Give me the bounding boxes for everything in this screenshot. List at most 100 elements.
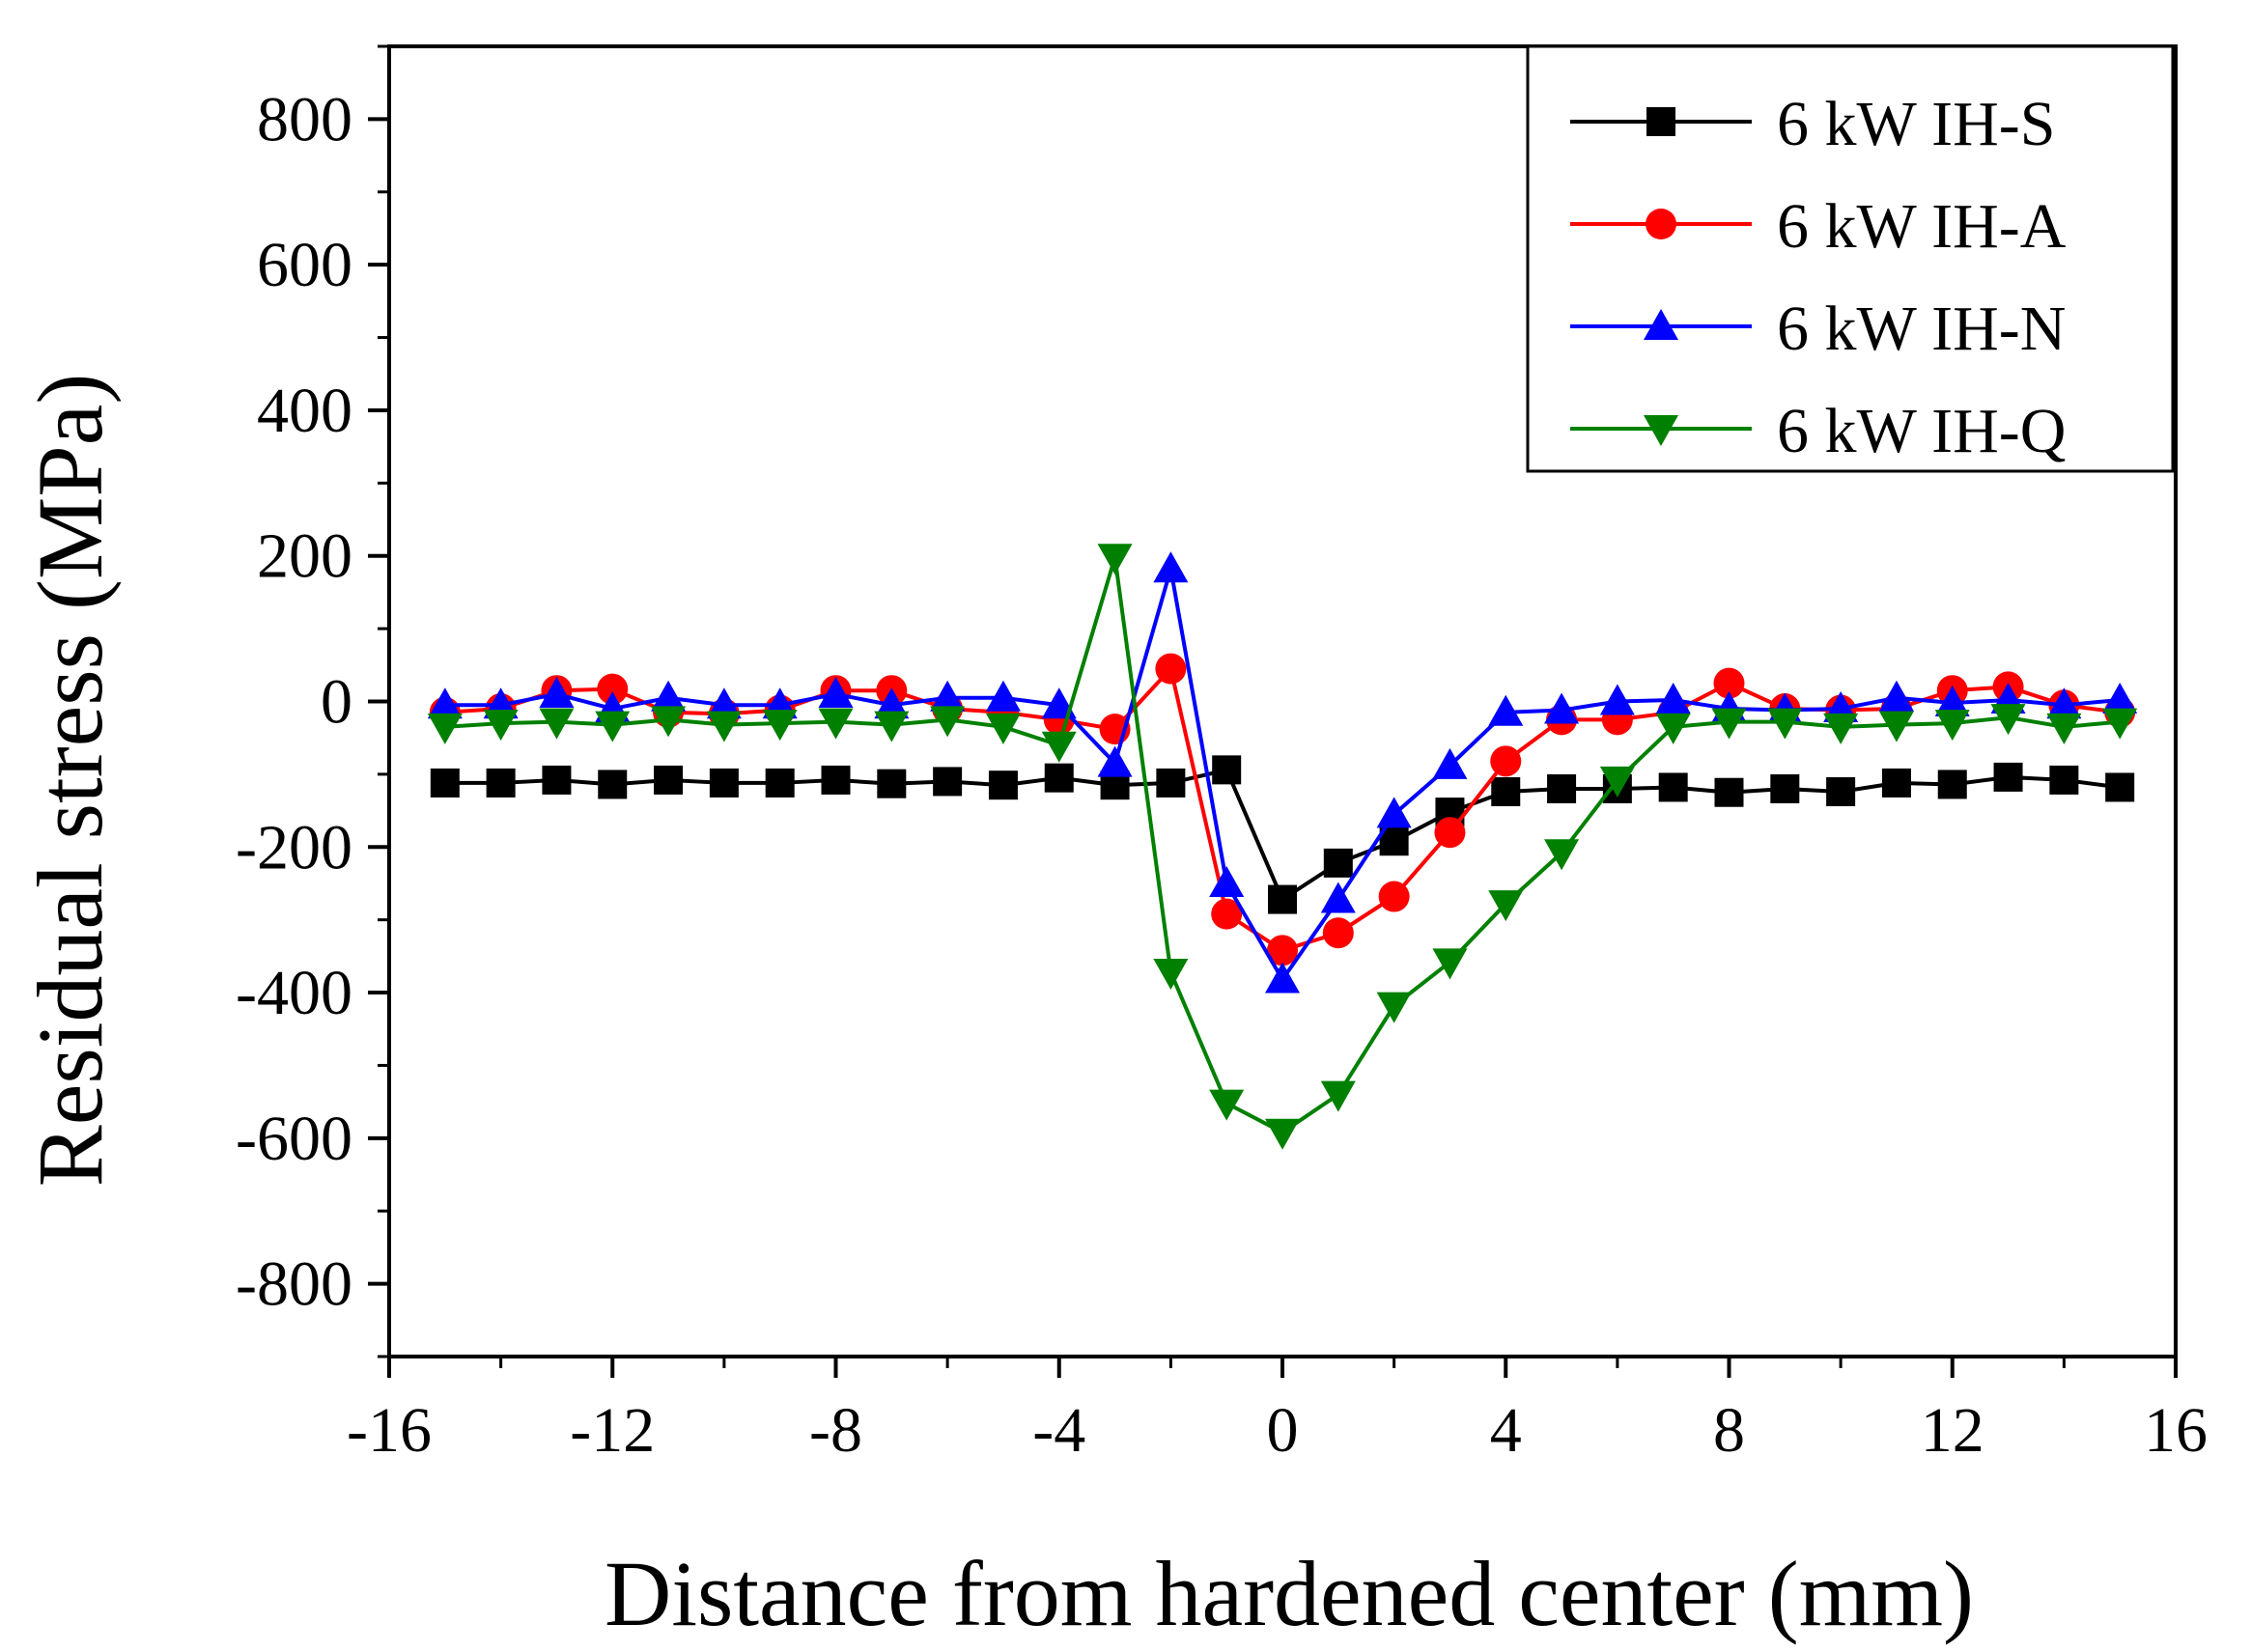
y-tick-label: 400 [257,376,352,446]
data-point [1937,770,1967,799]
data-point [1376,797,1412,828]
data-point [595,711,631,742]
y-tick-label: 600 [257,230,352,300]
data-point [1655,713,1691,744]
data-point [988,770,1018,800]
data-point [1713,667,1745,699]
legend-marker [1644,415,1678,446]
data-point [930,706,966,738]
data-point [1488,694,1524,726]
data-point [1544,839,1580,871]
x-axis-title: Distance from hardened center (mm) [605,1542,1974,1645]
data-point [2102,682,2138,714]
data-point [430,768,460,798]
series-line [444,568,2121,984]
data-point [1041,731,1077,763]
legend-label: 6 kW IH-S [1777,89,2055,159]
data-point [1544,692,1580,724]
y-tick-label: 0 [321,667,352,738]
data-point [1826,776,1856,806]
data-point [985,680,1021,712]
data-point [654,765,684,795]
legend-marker [1644,309,1678,340]
data-point [1153,551,1189,583]
data-point [706,711,742,742]
data-point [933,767,963,797]
data-point [1823,713,1859,744]
data-point [1376,992,1412,1023]
data-point [483,710,519,742]
data-point [2049,765,2079,795]
series-line [444,556,2121,1135]
data-point [818,708,854,740]
data-point [1209,1089,1245,1121]
data-point [1655,682,1691,714]
data-point [1320,882,1356,913]
data-point [2046,687,2082,719]
data-point [597,673,629,705]
data-point [1265,962,1300,994]
data-point [985,713,1021,744]
x-tick-label: -12 [570,1395,655,1466]
data-point [486,768,516,798]
data-point [709,768,739,798]
y-tick-label: -800 [236,1249,352,1320]
data-point [651,706,687,738]
data-point [1770,773,1800,803]
data-point [598,770,628,799]
data-point [1547,773,1577,803]
data-point [1993,762,2023,792]
data-point [1714,777,1744,807]
tick-labels: -16 -12 -8 -4 0 4 8 12 16 -800 -600 -400 -200 0 200 400… [236,84,2208,1466]
data-point [821,765,851,795]
data-point [1934,710,1970,742]
data-point [427,687,463,719]
data-point [874,687,910,719]
data-point [762,710,798,742]
series-3 [427,551,2138,994]
data-point [2105,772,2135,802]
data-point [1491,776,1521,806]
data-point [765,768,795,798]
x-tick-label: 8 [1713,1395,1745,1466]
series-layer [427,544,2138,1150]
legend-marker [1646,209,1676,239]
legend-box [1526,44,2175,473]
series-1 [430,755,2135,914]
data-point [874,711,910,742]
data-point [818,676,854,708]
data-point [1153,958,1189,990]
data-point [1432,747,1468,779]
x-tick-label: 16 [2144,1395,2208,1466]
data-point [539,708,575,740]
series-line [444,768,2121,903]
data-point [1878,711,1914,742]
data-point [1212,755,1242,785]
data-point [1322,917,1354,949]
x-tick-label: -8 [809,1395,862,1466]
legend-marker [1646,107,1675,136]
legend: 6 kW IH-S 6 kW IH-A 6 kW IH-N 6 kW IH-Q [1526,44,2175,473]
data-point [1156,768,1186,798]
series-4 [427,544,2138,1150]
y-tick-label: -200 [236,812,352,882]
x-tick-label: 12 [1921,1395,1984,1466]
data-point [1378,881,1410,912]
data-point [1044,763,1074,793]
data-point [2046,713,2082,744]
data-point [1268,884,1297,914]
data-point [1097,745,1133,777]
data-point [1432,948,1468,980]
data-point [1658,772,1688,802]
data-point [1320,1080,1356,1112]
x-tick-label: -16 [347,1395,432,1466]
data-point [1878,680,1914,712]
legend-item: 6 kW IH-S [1570,89,2055,159]
data-point [1767,708,1803,740]
data-point [1209,865,1245,897]
legend-label: 6 kW IH-A [1777,191,2067,262]
data-point [1881,768,1911,798]
y-tick-label: -600 [236,1104,352,1174]
data-point [877,769,907,798]
data-point [1934,686,1970,717]
